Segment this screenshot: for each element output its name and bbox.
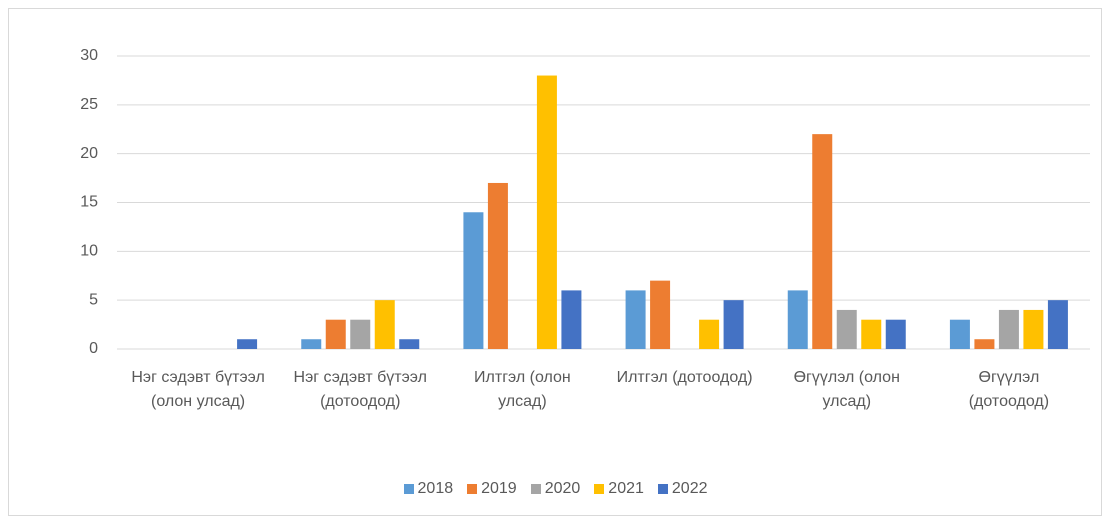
legend-label: 2022 bbox=[671, 480, 708, 497]
bar bbox=[836, 309, 857, 349]
x-tick-label: Илтгэл (олон улсад) bbox=[474, 369, 571, 410]
legend-item: 2020 bbox=[530, 480, 581, 498]
bar bbox=[861, 319, 882, 349]
y-tick-label: 0 bbox=[89, 340, 98, 357]
legend-swatch bbox=[403, 484, 414, 494]
bar bbox=[699, 319, 720, 349]
legend-label: 2021 bbox=[608, 480, 644, 497]
bar bbox=[487, 182, 508, 349]
bar bbox=[998, 309, 1019, 349]
y-tick-label: 5 bbox=[89, 291, 98, 308]
legend-label: 2020 bbox=[544, 480, 581, 497]
y-tick-label: 15 bbox=[80, 194, 98, 211]
bar bbox=[625, 290, 646, 349]
legend-swatch bbox=[530, 484, 541, 494]
bar bbox=[399, 339, 420, 349]
y-tick-label: 20 bbox=[80, 145, 98, 162]
x-tick-label: Өгүүлэл (дотоодод) bbox=[968, 369, 1050, 410]
bar bbox=[949, 319, 970, 349]
x-tick-label: Илтгэл (дотоодод) bbox=[616, 369, 753, 386]
bar bbox=[536, 75, 557, 350]
legend-label: 2019 bbox=[481, 480, 517, 497]
bar bbox=[561, 290, 582, 349]
bar bbox=[1023, 309, 1044, 349]
legend-item: 2022 bbox=[657, 480, 708, 498]
legend-item: 2021 bbox=[594, 480, 644, 498]
legend-swatch bbox=[467, 484, 478, 494]
bar bbox=[885, 319, 906, 349]
y-tick-label: 25 bbox=[80, 96, 98, 113]
bar bbox=[650, 280, 671, 349]
legend-label: 2018 bbox=[417, 480, 454, 497]
bar bbox=[787, 290, 808, 349]
legend-item: 2018 bbox=[403, 480, 454, 498]
bar bbox=[1047, 300, 1068, 349]
bar bbox=[350, 319, 371, 349]
bar bbox=[237, 339, 258, 349]
legend: 2018 2019 2020 2021 2022 bbox=[0, 480, 1111, 498]
bar bbox=[301, 339, 322, 349]
bar bbox=[374, 300, 395, 349]
x-tick-label: Өгүүлэл (олон улсад) bbox=[793, 369, 900, 410]
x-tick-label: Нэг сэдэвт бүтээл (дотоодод) bbox=[293, 369, 427, 410]
bar bbox=[812, 134, 833, 349]
bar bbox=[723, 300, 744, 349]
bar bbox=[325, 319, 346, 349]
y-tick-label: 10 bbox=[80, 243, 98, 260]
bar bbox=[974, 339, 995, 349]
x-tick-label: Нэг сэдэвт бүтээл (олон улсад) bbox=[131, 369, 265, 410]
legend-swatch bbox=[594, 484, 605, 494]
chart-frame bbox=[8, 8, 1102, 516]
legend-swatch bbox=[657, 484, 668, 494]
bar bbox=[463, 212, 484, 349]
y-tick-label: 30 bbox=[80, 47, 98, 64]
legend-item: 2019 bbox=[467, 480, 517, 498]
